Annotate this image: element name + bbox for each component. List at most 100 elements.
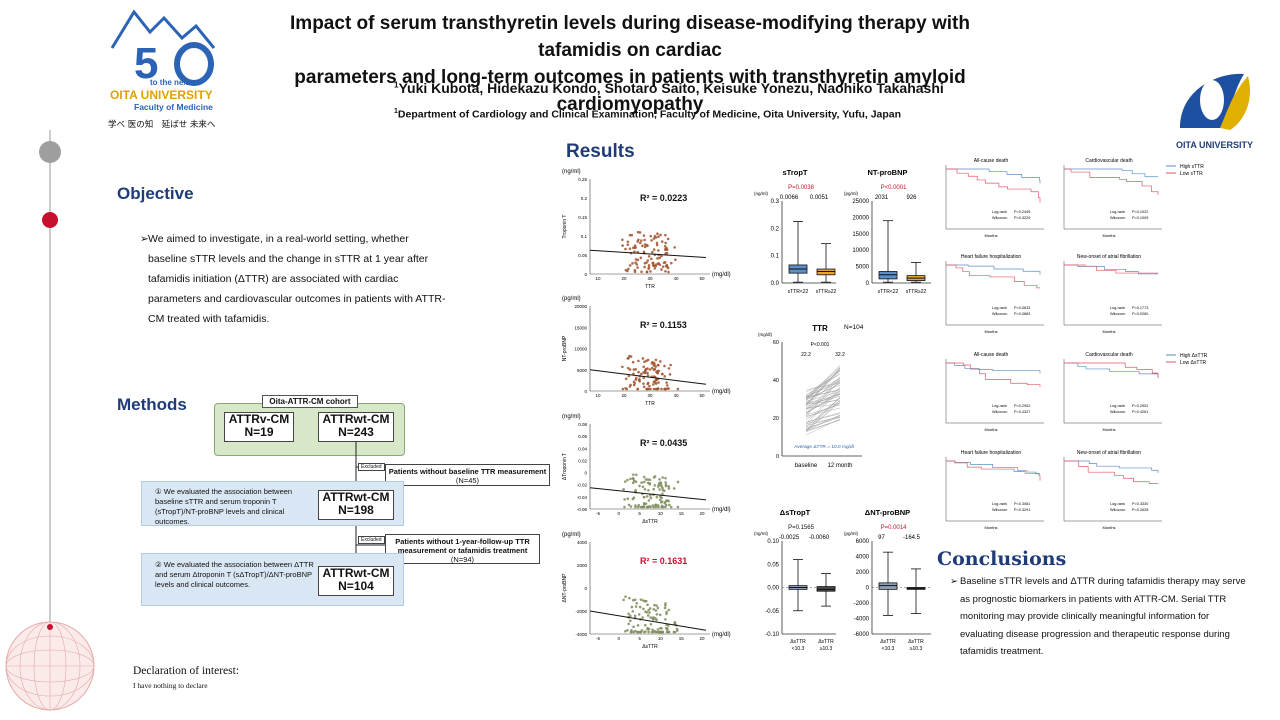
scatter-point [652,368,656,371]
y-tick-label: 0 [866,281,870,287]
scatter-point [655,243,659,247]
scatter-point [621,238,624,242]
x-tick-label: 20 [621,393,627,398]
y-tick-label: 15000 [574,325,587,330]
scatter-point [672,630,676,634]
scatter-point [626,240,630,244]
km-wilcoxon-p: P=0.4261 [1132,410,1148,414]
scatter-point [661,265,665,268]
scatter-point [664,483,668,487]
scatter-point [635,263,639,266]
y-tick-label: 0 [584,272,587,277]
scatter-point [649,622,653,626]
scatter-point [657,369,661,373]
regression-line [589,487,707,501]
boxplot-title: sTropT [782,168,807,177]
scatter-point [645,261,648,264]
scatter-point [646,478,650,481]
boxplot-p: P=0.0038 [788,185,815,191]
scatter-point [667,487,671,490]
scatter-point [635,630,639,634]
boxplot-dstropt: ΔsTropT (ng/ml) P=0.1565 -0.0025 -0.0060 0.10… [750,505,840,660]
y-tick-label: 10000 [574,347,587,352]
scatter-point [657,249,660,252]
km-panel: All-cause death Months Log-rank Wilcoxon P=0… [945,352,1044,432]
scatter-point [656,504,660,507]
scatter-point [631,609,635,613]
scatter-unit-x: (mg/dl) [712,507,731,513]
km-curve [1064,362,1159,378]
km-x-label: Months [1102,427,1115,432]
scatter-point [674,258,677,262]
r-squared-label: R² = 0.1153 [640,320,687,330]
scatter-point [664,233,667,237]
km-x-label: Months [1102,329,1115,334]
scatter-point [642,607,645,611]
scatter-point [647,499,651,502]
scatter-point [660,240,664,243]
logo-motto: 学べ 医の知 延ばせ 未来へ [108,120,216,130]
scatter-y-label: NT-proBNP [562,335,568,361]
scatter-point [643,488,647,491]
paired-line [805,367,841,405]
svg-text:5: 5 [134,39,158,88]
scatter-point [664,481,667,484]
scatter-point [633,246,637,250]
km-wilcoxon-p: P=0.3229 [1014,216,1030,220]
scatter-point [650,239,653,242]
km-wilcoxon-p: P=0.4327 [1014,410,1030,414]
paired-line [805,402,841,432]
scatter-point [652,387,656,391]
scatter-point [654,365,658,368]
x-tick-label: 20 [699,636,705,641]
km-title: All-cause death [974,352,1009,358]
scatter-point [636,266,639,269]
scatter-unit-x: (mg/dl) [712,389,731,395]
boxplot-ntprobnp: NT-proBNP (pg/ml) P<0.0001 2031 926 25000 2000… [840,165,935,305]
scatter-point [624,247,627,251]
scatter-point [646,628,649,631]
x-tick-label: 15 [679,511,685,516]
km-panel: Heart failure hospitalization Months Log-r… [945,450,1044,530]
scatter-point [649,387,652,391]
scatter-point [672,487,676,490]
km-wilcoxon-label: Wilcoxon [1110,410,1125,414]
km-title: All-cause death [974,158,1009,164]
scatter-point [634,504,637,507]
scatter-point [640,481,643,484]
scatter-point [646,374,650,377]
scatter-point [628,247,632,250]
boxplot-title: ΔNT-proBNP [865,508,910,517]
scatter-point [643,265,646,269]
y-tick-label: 0.05 [578,253,587,258]
declaration-heading: Declaration of interest: [133,665,240,677]
km-wilcoxon-label: Wilcoxon [1110,508,1125,512]
scatter-point [624,377,628,381]
scatter-point [632,473,635,476]
y-tick-label: 10000 [852,248,869,254]
attrv-box: ATTRv-CM N=19 [224,412,294,442]
scatter-unit-y: (pg/ml) [562,296,581,302]
paired-line [805,418,841,436]
scatter-point [653,267,657,270]
paired-line [805,419,841,431]
scatter-point [656,363,660,367]
scatter-point [652,607,656,611]
scatter-point [634,605,638,608]
scatter-point [654,263,658,266]
scatter-point [654,609,658,612]
scatter-x-label: TTR [645,401,655,407]
scatter-point [661,476,664,479]
y-tick-label: 40 [773,378,779,384]
scatter-point [673,620,677,624]
x-tick-label: -5 [596,511,600,516]
scatter-point [643,371,647,375]
scatter-point [651,250,654,254]
scatter-y-label: ΔTroponin T [562,453,568,480]
km-title: Cardiovascular death [1085,352,1132,358]
step1-name: ATTRwt-CM [322,490,390,504]
y-tick-label: 0.00 [767,586,779,592]
km-x-label: Months [1102,525,1115,530]
km-wilcoxon-label: Wilcoxon [1110,312,1125,316]
scatter-point [648,384,651,388]
